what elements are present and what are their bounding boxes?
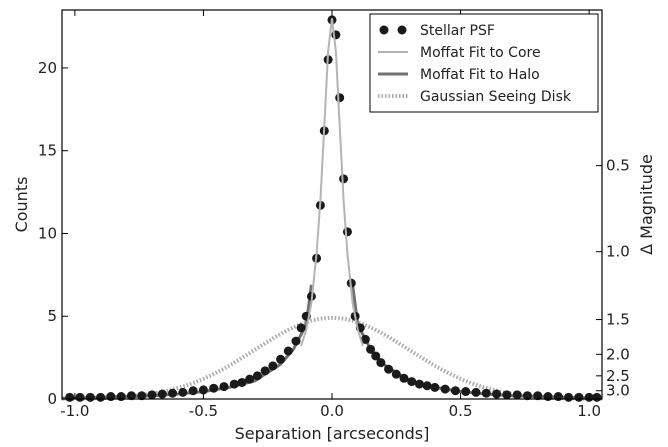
y2-tick-label-1: 1.0 [606, 243, 630, 261]
psf-point-40 [360, 334, 370, 344]
psf-point-21 [268, 361, 278, 371]
axes-layer: -1.0 -0.5 0.0 0.5 1.0 0 5 10 15 20 0.5 1.0 1.5 2.0 2.5… [38, 9, 630, 420]
psf-point-41 [366, 344, 376, 354]
psf-point-54 [471, 387, 481, 397]
psf-point-2 [85, 392, 95, 402]
psf-point-17 [237, 377, 247, 387]
legend-stellar-psf-label: Stellar PSF [420, 23, 495, 39]
psf-point-55 [481, 388, 491, 398]
psf-point-16 [229, 379, 239, 389]
psf-point-51 [440, 384, 450, 394]
psf-point-43 [376, 358, 386, 368]
psf-point-46 [399, 373, 409, 383]
psf-point-52 [450, 386, 460, 396]
psf-point-15 [219, 382, 229, 392]
series-moffat-core [300, 18, 364, 347]
psf-point-18 [245, 374, 255, 384]
psf-point-14 [209, 383, 219, 393]
y-tick-label-0: 0 [47, 390, 57, 408]
psf-point-56 [492, 389, 502, 399]
psf-point-10 [168, 388, 178, 398]
y-axis-label: Counts [12, 177, 31, 233]
legend-moffat-fit-to-halo-label: Moffat Fit to Halo [420, 67, 540, 83]
psf-point-24 [291, 336, 301, 346]
psf-point-23 [283, 346, 293, 356]
x-axis-label: Separation [arcseconds] [235, 424, 430, 443]
psf-point-1 [75, 392, 85, 402]
psf-point-45 [391, 369, 401, 379]
psf-point-6 [126, 391, 136, 401]
psf-point-12 [188, 386, 198, 396]
psf-point-47 [407, 377, 417, 387]
legend-gaussian-seeing-disk-label: Gaussian Seeing Disk [420, 89, 572, 105]
psf-point-64 [574, 392, 584, 402]
series-layer [61, 15, 603, 402]
psf-point-3 [96, 392, 106, 402]
x-tick-label-4: 1.0 [577, 402, 601, 420]
psf-point-59 [522, 391, 532, 401]
legend-stellar-psf-marker-b [397, 25, 407, 35]
x-tick-label-0: -1.0 [60, 402, 89, 420]
legend-moffat-fit-to-core-label: Moffat Fit to Core [420, 45, 541, 61]
y-tick-label-4: 20 [38, 59, 57, 77]
psf-point-35 [339, 174, 349, 184]
y-tick-label-3: 15 [38, 142, 57, 160]
right-axis-label: Δ Magnitude [637, 154, 656, 255]
psf-point-49 [422, 381, 432, 391]
psf-point-60 [533, 391, 543, 401]
series-moffat-halo-right [351, 284, 603, 400]
psf-point-7 [137, 391, 147, 401]
psf-point-0 [65, 392, 75, 402]
psf-point-62 [553, 392, 563, 402]
psf-point-9 [157, 389, 167, 399]
psf-point-58 [512, 390, 522, 400]
y-tick-label-2: 10 [38, 224, 57, 242]
psf-point-20 [260, 366, 270, 376]
psf-point-4 [106, 392, 116, 402]
legend: Stellar PSF Moffat Fit to Core Moffat Fit … [369, 13, 599, 113]
psf-point-22 [276, 354, 286, 364]
y2-tick-label-4: 2.5 [606, 367, 630, 385]
psf-point-13 [198, 385, 208, 395]
psf-point-11 [178, 387, 188, 397]
psf-point-19 [252, 371, 262, 381]
legend-stellar-psf-marker-a [379, 25, 389, 35]
psf-point-25 [296, 323, 306, 333]
psf-point-48 [414, 379, 424, 389]
series-gaussian-seeing-disk [62, 315, 602, 401]
y-tick-label-1: 5 [47, 307, 57, 325]
legend-box [369, 13, 599, 113]
x-tick-label-3: 0.5 [449, 402, 473, 420]
psf-point-57 [502, 390, 512, 400]
psf-point-66 [592, 392, 602, 402]
x-tick-label-1: -0.5 [189, 402, 218, 420]
psf-point-5 [116, 392, 126, 402]
y2-tick-label-3: 2.0 [606, 345, 630, 363]
y2-tick-label-0: 0.5 [606, 157, 630, 175]
psf-point-36 [342, 227, 352, 237]
psf-point-34 [335, 93, 345, 103]
psf-point-42 [371, 351, 381, 361]
psf-point-63 [564, 392, 574, 402]
y2-tick-label-5: 3.0 [606, 382, 630, 400]
psf-point-8 [147, 390, 157, 400]
psf-point-50 [430, 382, 440, 392]
psf-point-61 [543, 392, 553, 402]
y2-tick-label-2: 1.5 [606, 311, 630, 329]
psf-point-53 [461, 387, 471, 397]
x-tick-label-2: 0.0 [320, 402, 344, 420]
psf-point-44 [384, 364, 394, 374]
series-moffat-halo-left [61, 284, 313, 400]
